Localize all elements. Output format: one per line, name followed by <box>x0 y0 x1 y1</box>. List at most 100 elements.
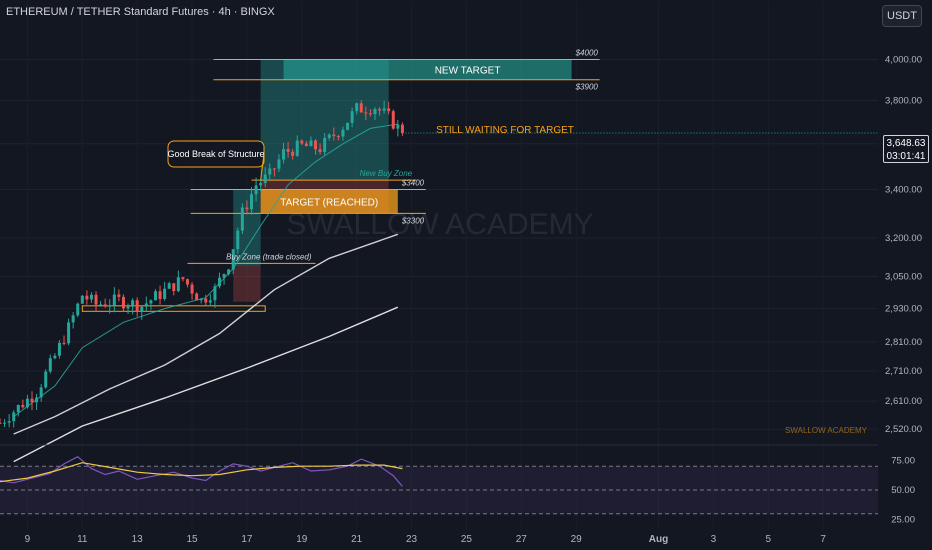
candle-body <box>62 342 66 344</box>
candle-body <box>373 109 377 115</box>
candle-body <box>263 174 267 183</box>
bar-countdown: 03:01:41 <box>886 151 926 162</box>
candle-body <box>108 305 112 307</box>
time-tick-label: 9 <box>25 534 31 545</box>
rsi-line <box>0 455 403 487</box>
candle-body <box>327 134 331 138</box>
candle-body <box>336 136 340 138</box>
candle-body <box>391 111 395 129</box>
time-tick-label: 13 <box>132 534 144 545</box>
candle-body <box>176 277 180 292</box>
currency-button[interactable]: USDT <box>882 5 922 27</box>
time-tick-label: 3 <box>711 534 717 545</box>
candle-body <box>346 122 350 130</box>
moving-average-line <box>13 233 399 435</box>
time-tick-label: 27 <box>516 534 528 545</box>
annotation-layer: NEW TARGET $4000 $3900 TARGET (REACHED) $340… <box>167 48 867 435</box>
candle-body <box>103 304 107 307</box>
candle-body <box>190 284 194 294</box>
candle-body <box>300 140 304 144</box>
price-tick-label: 3,050.00 <box>885 271 922 282</box>
buy-zone-label: Buy Zone (trade closed) <box>226 252 312 261</box>
price-axis-bg <box>880 30 932 530</box>
candle-body <box>158 291 162 299</box>
time-tick-label: 25 <box>461 534 473 545</box>
candle-body <box>53 355 57 359</box>
candle-body <box>57 342 61 356</box>
candle-body <box>268 168 272 175</box>
candle-body <box>213 286 217 301</box>
buy-zone-label: New Buy Zone <box>360 169 413 178</box>
candle-body <box>277 159 281 169</box>
candle-body <box>76 303 80 316</box>
zone-bottom-price: $3900 <box>575 83 599 92</box>
candle-body <box>295 140 299 156</box>
candle-body <box>236 230 240 250</box>
zone-layer <box>81 58 600 312</box>
candle-body <box>318 149 322 153</box>
candle-body <box>323 137 327 153</box>
candle-body <box>218 277 221 287</box>
candle-body <box>16 405 20 413</box>
time-tick-label: Aug <box>649 534 668 545</box>
candle-body <box>227 269 231 275</box>
candle-body <box>185 279 189 285</box>
candle-body <box>368 113 372 115</box>
rsi-tick-label: 25.00 <box>891 515 915 526</box>
price-tick-label: 4,000.00 <box>885 54 922 65</box>
candle-body <box>282 149 286 160</box>
candle-body <box>163 288 167 299</box>
candle-body <box>341 129 345 137</box>
time-tick-label: 29 <box>571 534 583 545</box>
candle-body <box>364 112 368 114</box>
time-tick-label: 15 <box>187 534 199 545</box>
candle-body <box>240 207 244 231</box>
waiting-label: STILL WAITING FOR TARGET <box>436 125 574 136</box>
candle-body <box>0 422 2 424</box>
last-price-tag: 3,648.63 03:01:41 <box>883 135 929 163</box>
time-tick-label: 11 <box>77 534 88 545</box>
candle-body <box>126 306 130 309</box>
zone-label: NEW TARGET <box>435 66 501 77</box>
price-tick-label: 2,610.00 <box>885 396 922 407</box>
candle-body <box>350 111 354 123</box>
candle-body <box>332 134 336 137</box>
chart-grid <box>0 2 878 530</box>
candle-body <box>204 298 208 303</box>
candle-body <box>7 421 11 423</box>
candle-body <box>259 182 263 186</box>
time-tick-label: 23 <box>406 534 418 545</box>
candle-body <box>208 300 212 303</box>
zone-top-price: $3400 <box>401 179 425 188</box>
candle-body <box>309 140 313 147</box>
signature: SWALLOW ACADEMY <box>785 426 868 435</box>
candle-body <box>286 149 290 152</box>
candle-body <box>172 283 176 292</box>
candle-body <box>12 412 16 422</box>
break-of-structure-pointer <box>260 153 265 181</box>
candle-body <box>222 274 226 278</box>
zone-top-price: $4000 <box>575 48 599 57</box>
candle-body <box>121 296 125 309</box>
rsi-tick-label: 50.00 <box>891 485 915 496</box>
rsi-band <box>0 466 878 514</box>
candle-body <box>396 124 400 129</box>
candle-body <box>67 322 71 344</box>
time-tick-label: 21 <box>351 534 363 545</box>
last-price: 3,648.63 <box>886 138 926 149</box>
rsi-line <box>0 462 403 483</box>
candle-body <box>195 293 199 301</box>
target-zone <box>260 189 398 214</box>
chart-title: ETHEREUM / TETHER Standard Futures · 4h … <box>6 6 275 18</box>
candle-body <box>167 283 171 289</box>
break-of-structure-label: Good Break of Structure <box>167 149 264 159</box>
price-tick-label: 2,520.00 <box>885 424 922 435</box>
candle-body <box>39 387 43 398</box>
price-tick-label: 2,710.00 <box>885 366 922 377</box>
candle-body <box>140 306 144 312</box>
candle-body <box>89 294 93 300</box>
price-tick-label: 3,800.00 <box>885 96 922 107</box>
time-tick-label: 19 <box>296 534 308 545</box>
zone-label: TARGET (REACHED) <box>280 197 378 208</box>
